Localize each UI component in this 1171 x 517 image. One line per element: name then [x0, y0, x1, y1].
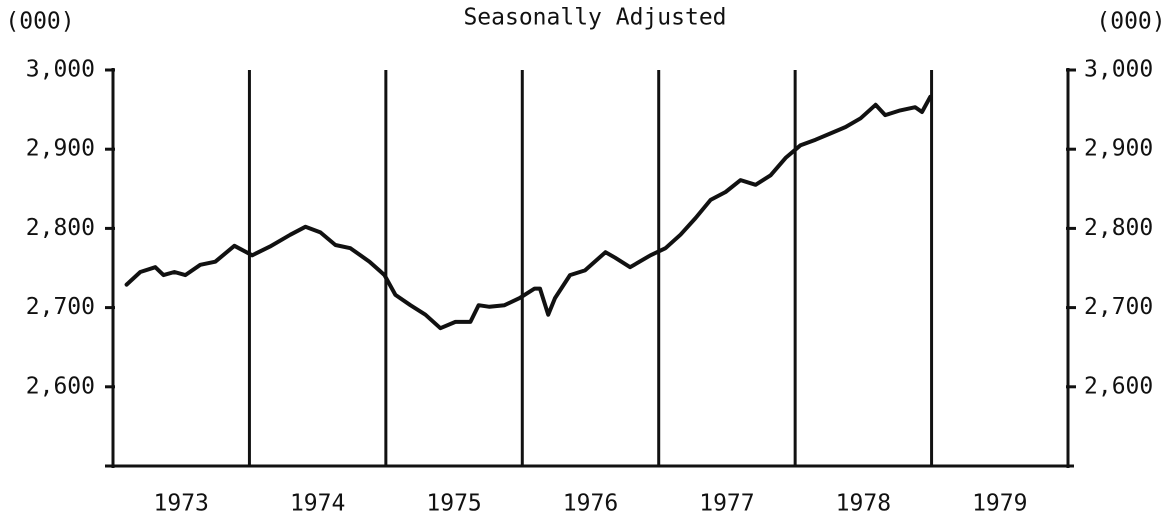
y2-tick-label: 2,600 [1084, 373, 1153, 399]
x-tick-label: 1976 [563, 491, 618, 517]
y-tick-label: 2,800 [26, 215, 95, 241]
y-tick-label: 2,900 [26, 136, 95, 162]
y2-tick-label: 3,000 [1084, 57, 1153, 83]
x-tick-label: 1975 [426, 491, 481, 517]
y2-tick-label: 2,800 [1084, 215, 1153, 241]
y-axis-label: (000) [5, 9, 74, 35]
data-line [124, 94, 933, 331]
y2-tick-label: 2,700 [1084, 294, 1153, 320]
y-tick-label: 2,700 [26, 294, 95, 320]
chart-title: Seasonally Adjusted [463, 5, 726, 31]
y2-tick-label: 2,900 [1084, 136, 1153, 162]
y-tick-label: 3,000 [26, 57, 95, 83]
x-tick-label: 1977 [699, 491, 754, 517]
x-tick-label: 1974 [290, 491, 345, 517]
y2-axis-label: (000) [1096, 9, 1165, 35]
x-tick-label: 1979 [972, 491, 1027, 517]
x-tick-label: 1978 [836, 491, 891, 517]
y-tick-label: 2,600 [26, 373, 95, 399]
x-tick-label: 1973 [154, 491, 209, 517]
